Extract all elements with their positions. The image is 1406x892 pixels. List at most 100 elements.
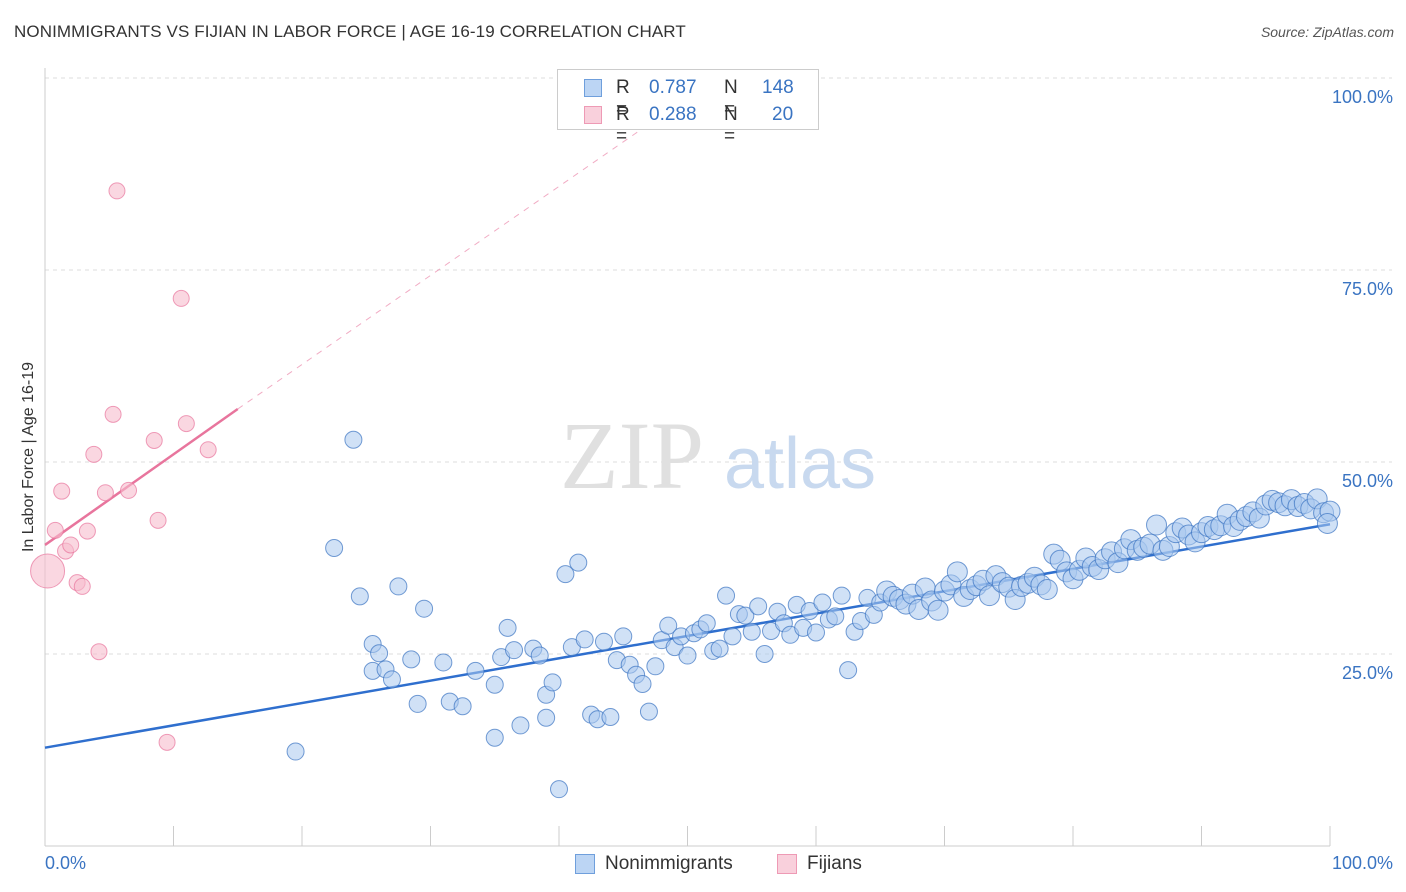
nonimmigrants-point: [415, 599, 434, 618]
nonimmigrants-point: [344, 430, 363, 449]
nonimmigrants-point: [633, 674, 652, 693]
nonimmigrants-point: [350, 587, 369, 606]
nonimmigrants-point: [325, 539, 344, 558]
y-axis-label: In Labor Force | Age 16-19: [20, 361, 37, 553]
nonimmigrants-point: [594, 632, 613, 651]
nonimmigrants-point: [1146, 514, 1168, 536]
nonimmigrants-point: [736, 606, 755, 625]
stats-legend: R = 0.787 N = 148 R = 0.288 N = 20: [557, 69, 819, 147]
nonimmigrants-point: [800, 601, 819, 620]
fijians-point: [177, 415, 195, 433]
nonimmigrants-point: [946, 561, 968, 583]
watermark-atlas: atlas: [724, 424, 876, 504]
axes: [44, 68, 1331, 847]
fijians-trend-line: [44, 407, 239, 546]
fijians-point: [78, 522, 96, 540]
bottom-legend-swatch-pink: [777, 854, 797, 874]
nonimmigrants-point: [511, 716, 530, 735]
legend-swatch-blue: [584, 79, 602, 97]
nonimmigrants-point: [659, 616, 678, 635]
fijians-point: [149, 511, 167, 529]
bottom-legend-label: Fijians: [807, 853, 862, 874]
legend-n-label: N =: [724, 77, 738, 120]
nonimmigrants-point: [813, 593, 832, 612]
nonimmigrants-point: [370, 644, 389, 663]
nonimmigrants-point: [717, 586, 736, 605]
nonimmigrants-point: [382, 670, 401, 689]
nonimmigrants-point: [543, 673, 562, 692]
nonimmigrants-point: [807, 623, 825, 642]
nonimmigrants-point: [697, 614, 716, 633]
legend-swatch-pink: [584, 106, 602, 124]
nonimmigrants-point: [408, 694, 427, 713]
nonimmigrants-point: [927, 599, 949, 621]
y-tick-label: 100.0%: [1332, 87, 1393, 107]
fijians-point: [145, 431, 163, 449]
x-tick-label: 0.0%: [45, 853, 86, 873]
nonimmigrants-point: [639, 702, 658, 721]
fijians-points: [30, 182, 217, 751]
nonimmigrants-point: [453, 697, 472, 716]
fijians-point: [90, 643, 108, 661]
nonimmigrants-point: [485, 728, 504, 747]
nonimmigrants-point: [402, 650, 421, 669]
legend-r-value: 0.787: [649, 77, 697, 98]
nonimmigrants-point: [614, 627, 633, 646]
nonimmigrants-point: [723, 627, 742, 646]
y-tick-label: 25.0%: [1342, 663, 1393, 683]
nonimmigrants-point: [530, 646, 549, 665]
fijians-point: [46, 521, 64, 539]
legend-n-value: 148: [762, 77, 794, 98]
nonimmigrants-point: [978, 585, 1000, 607]
fijians-point: [199, 441, 217, 459]
legend-r-label: R =: [616, 77, 630, 120]
legend-n-label: N =: [724, 104, 738, 147]
nonimmigrants-points: [286, 430, 1341, 799]
watermark-zip: ZIP: [560, 402, 704, 509]
nonimmigrants-point: [286, 742, 305, 761]
bottom-legend-swatch-blue: [575, 854, 595, 874]
nonimmigrants-point: [646, 657, 665, 676]
nonimmigrants-point: [556, 565, 575, 584]
fijians-point: [120, 481, 138, 499]
nonimmigrants-point: [575, 630, 594, 649]
fijians-trend-extension: [237, 123, 650, 410]
x-tick-label: 100.0%: [1332, 853, 1393, 873]
watermark: ZIP atlas: [560, 402, 876, 509]
fijians-point: [104, 405, 122, 423]
legend-n-value: 20: [772, 104, 794, 125]
nonimmigrants-point: [505, 641, 524, 660]
fijians-point: [96, 484, 114, 502]
nonimmigrants-point: [749, 597, 768, 616]
nonimmigrants-point: [826, 607, 845, 626]
y-tick-label: 75.0%: [1342, 279, 1393, 299]
nonimmigrants-point: [755, 645, 774, 663]
fijians-point: [108, 182, 126, 200]
nonimmigrants-point: [537, 708, 556, 727]
nonimmigrants-point: [710, 639, 729, 658]
fijians-point: [73, 577, 91, 595]
nonimmigrants-point: [550, 780, 568, 799]
nonimmigrants-point: [569, 553, 588, 572]
legend-r-value: 0.288: [649, 104, 697, 125]
legend-r-label: R =: [616, 104, 630, 147]
fijians-point: [85, 445, 103, 463]
fijians-point: [62, 536, 80, 554]
fijians-point: [158, 733, 176, 751]
fijians-point: [30, 553, 66, 589]
nonimmigrants-point: [389, 577, 408, 596]
nonimmigrants-point: [1316, 512, 1338, 534]
nonimmigrants-point: [498, 618, 517, 637]
nonimmigrants-point: [485, 675, 504, 694]
tick-labels: 25.0% 50.0% 75.0% 100.0% 0.0% 100.0%: [45, 87, 1393, 873]
fijians-point: [53, 482, 71, 500]
nonimmigrants-point: [466, 661, 485, 680]
nonimmigrants-point: [742, 622, 761, 641]
nonimmigrants-point: [832, 586, 851, 605]
nonimmigrants-point: [601, 707, 620, 726]
nonimmigrants-point: [434, 653, 453, 672]
fijians-point: [172, 289, 190, 307]
bottom-legend-label: Nonimmigrants: [605, 853, 733, 874]
source-note: Source: ZipAtlas.com: [1260, 24, 1394, 40]
